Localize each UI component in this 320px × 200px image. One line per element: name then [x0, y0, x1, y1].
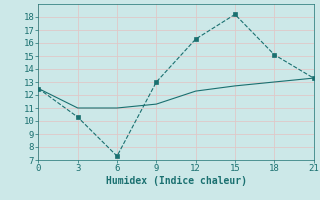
X-axis label: Humidex (Indice chaleur): Humidex (Indice chaleur) — [106, 176, 246, 186]
